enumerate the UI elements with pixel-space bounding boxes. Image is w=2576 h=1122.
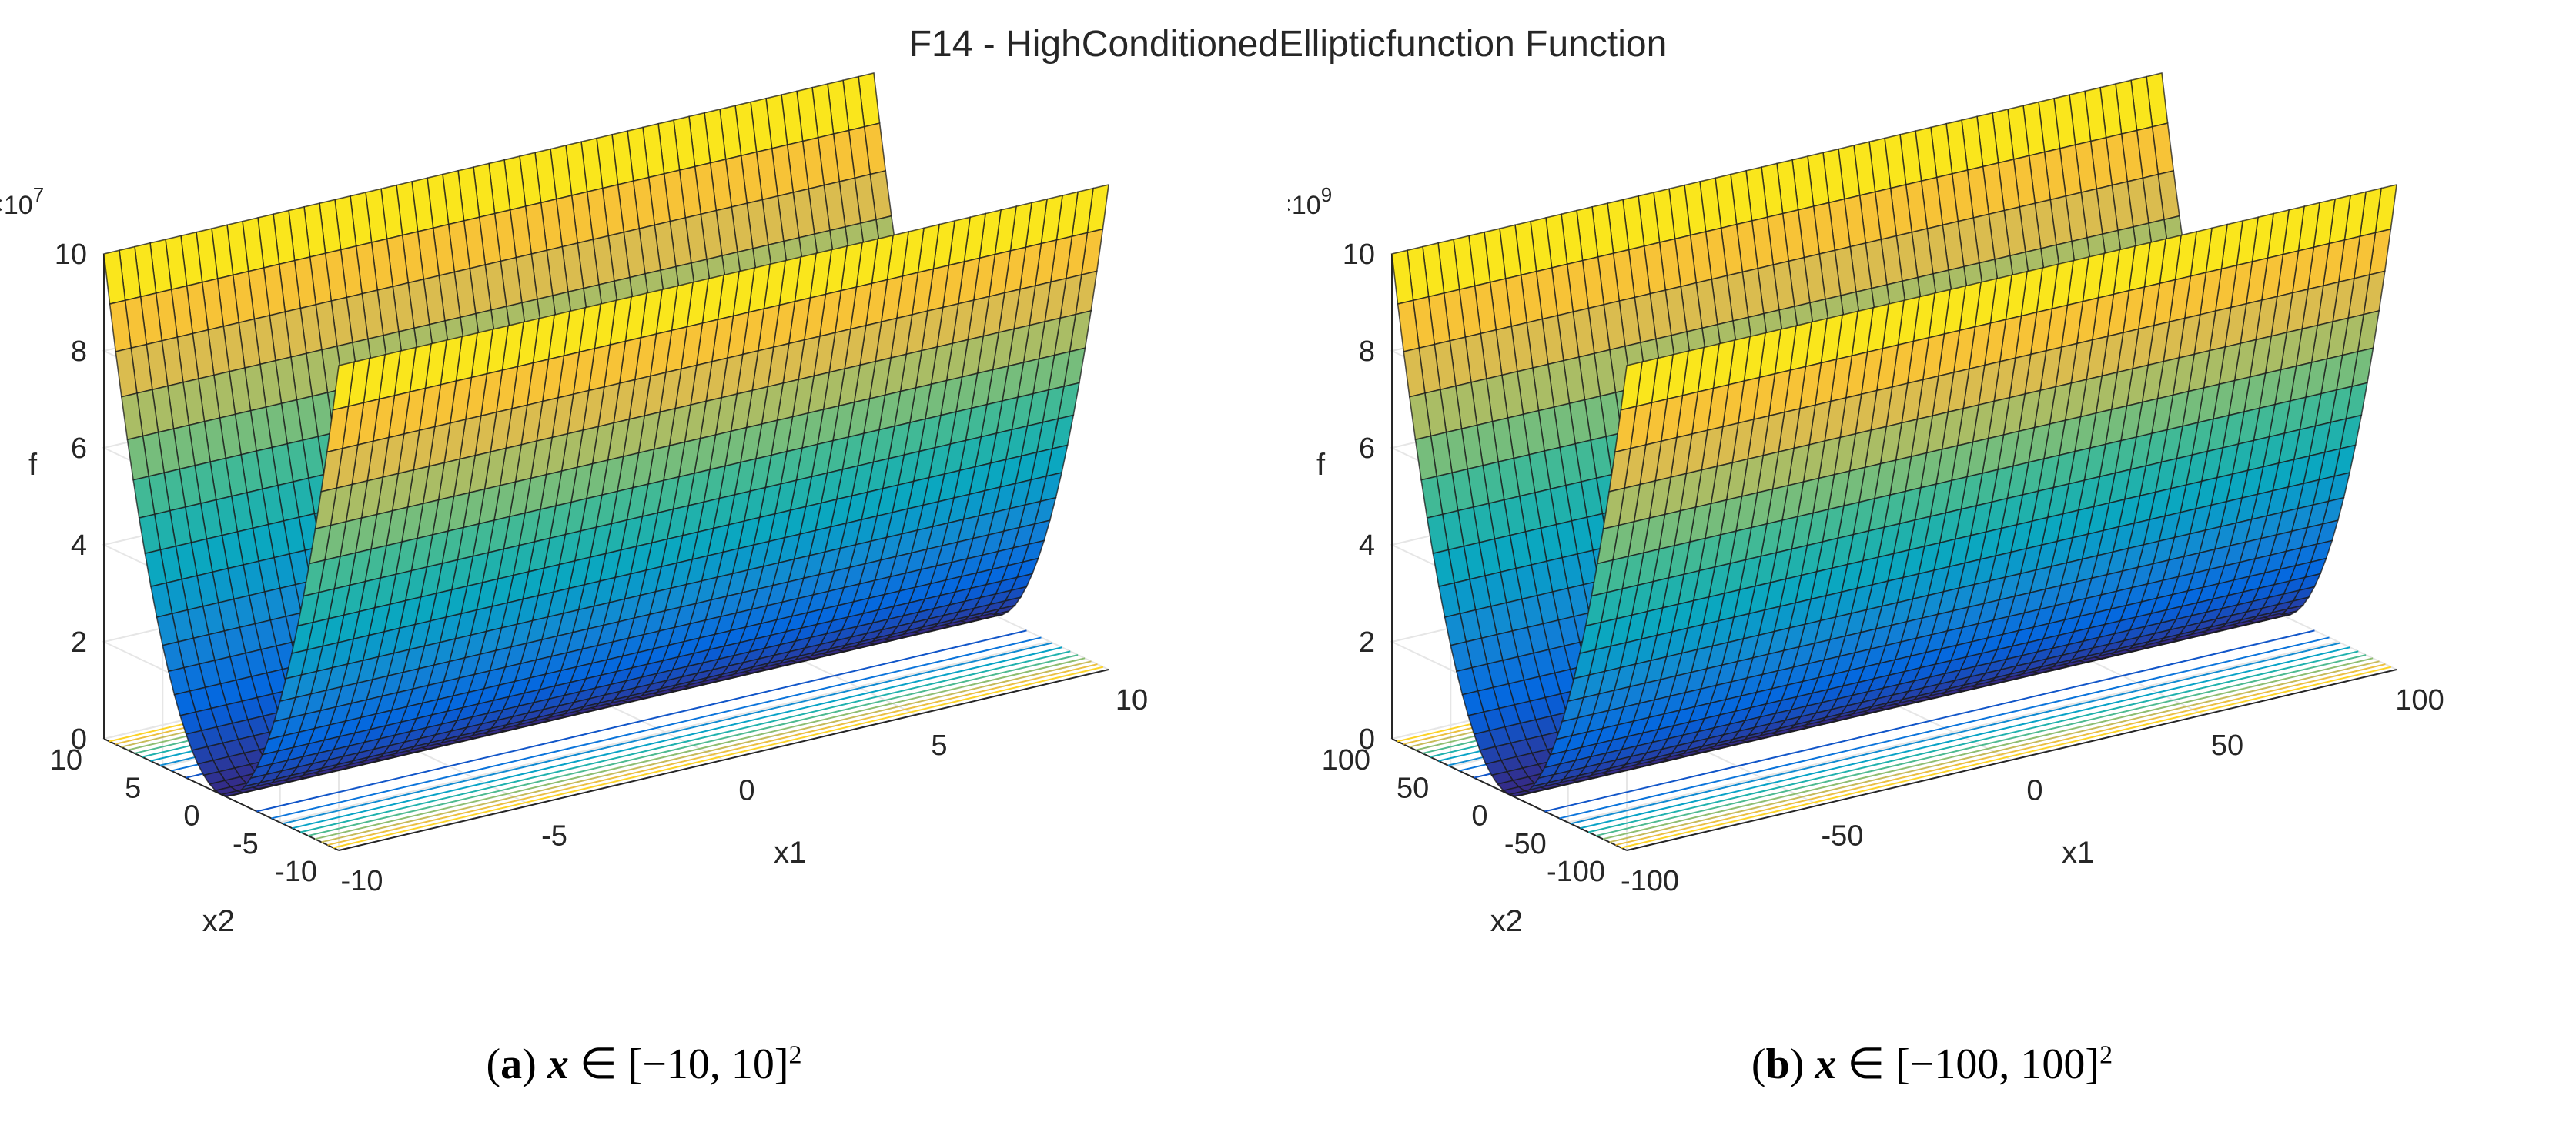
- caption-b-label: b: [1765, 1040, 1790, 1088]
- y-tick-label: 100: [1322, 744, 1370, 776]
- x-tick-label: 0: [738, 775, 754, 807]
- contour-line: [333, 666, 1104, 849]
- axes-b: 0246810-100-50050100-100-50050100fx1x2×1…: [1288, 72, 2444, 938]
- y-tick-label: -50: [1504, 828, 1547, 860]
- y-tick-label: 10: [50, 744, 82, 776]
- z-tick-label: 0: [1359, 723, 1375, 756]
- caption-a-label: a: [500, 1040, 523, 1088]
- z-tick-label: 8: [1359, 336, 1375, 368]
- y-tick-label: 0: [1471, 800, 1487, 833]
- z-tick-label: 0: [71, 723, 87, 756]
- x-axis-line: [338, 669, 1109, 851]
- contour-line: [271, 636, 1042, 820]
- y-tick-label: -100: [1547, 856, 1605, 888]
- y-tick-label: 50: [1397, 772, 1429, 804]
- caption-a: (a) x ∈ [−10, 10]2: [486, 1040, 802, 1088]
- contour-line: [1580, 646, 2350, 830]
- z-tick-label: 10: [1343, 239, 1375, 271]
- x-tick-label: 0: [2026, 775, 2042, 807]
- caption-a-var: x: [547, 1040, 569, 1088]
- figure-title: F14 - HighConditionedEllipticfunction Fu…: [908, 24, 1668, 65]
- caption-a-sup: 2: [788, 1040, 802, 1070]
- contour-line: [1544, 629, 2315, 813]
- z-axis-label: f: [28, 448, 38, 482]
- x-tick-label: -100: [1621, 865, 1679, 897]
- contour-line: [1602, 657, 2374, 840]
- contour-line: [314, 657, 1086, 840]
- contour-line: [1588, 650, 2359, 833]
- contour-line: [300, 650, 1071, 833]
- contour-line: [1559, 636, 2330, 820]
- contour-line: [327, 663, 1098, 847]
- contour-line: [1595, 654, 2367, 837]
- contour-line: [1570, 642, 2341, 825]
- surface-patch: [1509, 790, 1531, 797]
- contour-line: [1615, 663, 2386, 847]
- surface-plot-a: 0 2 4 6 8 10 -10 -5 0 5 10 -10 -5 0 5 10 f x1 x2 ×107: [0, 72, 1148, 938]
- y-axis-label: x2: [202, 904, 235, 938]
- z-tick-label: 6: [71, 432, 87, 465]
- z-tick-label: 8: [71, 336, 87, 368]
- x-tick-label: -5: [541, 820, 567, 852]
- x-tick-label: 10: [1116, 684, 1148, 716]
- z-tick-label: 10: [55, 239, 87, 271]
- contour-line: [292, 646, 1062, 830]
- y-tick-label: -5: [233, 828, 259, 860]
- surface-patch: [221, 790, 243, 797]
- z-exponent: ×109: [1288, 183, 1332, 220]
- contour-line: [1609, 660, 2380, 843]
- x-tick-label: -50: [1822, 820, 1864, 852]
- z-tick-label: 4: [71, 529, 87, 562]
- x-tick-label: -10: [341, 865, 383, 897]
- z-tick-label: 6: [1359, 432, 1375, 465]
- x-axis-label: x1: [2062, 836, 2094, 870]
- contour-line: [307, 654, 1079, 837]
- z-tick-label: 4: [1359, 529, 1375, 562]
- x-axis-line: [1626, 669, 2397, 851]
- caption-a-domain: ∈ [−10, 10]: [568, 1040, 789, 1088]
- y-tick-label: -10: [275, 856, 317, 888]
- z-tick-label: 2: [71, 626, 87, 659]
- x-axis-label: x1: [774, 836, 806, 870]
- y-tick-label: 0: [183, 800, 199, 833]
- x-tick-label: 50: [2211, 730, 2243, 762]
- z-axis-label: f: [1316, 448, 1326, 482]
- x-tick-label: 100: [2395, 684, 2444, 716]
- y-tick-label: 5: [125, 772, 141, 804]
- caption-b-domain: ∈ [−100, 100]: [1836, 1040, 2100, 1088]
- caption-b: (b) x ∈ [−100, 100]2: [1751, 1040, 2113, 1088]
- z-exponent: ×107: [0, 183, 44, 220]
- ticks-a: 0 2 4 6 8 10 -10 -5 0 5 10 -10 -5 0 5 10: [50, 239, 1148, 897]
- surface-b: [1391, 72, 2397, 797]
- x-tick-label: 5: [931, 730, 947, 762]
- caption-b-sup: 2: [2099, 1040, 2113, 1070]
- axes-a: 0 2 4 6 8 10 -10 -5 0 5 10 -10 -5 0 5 10 f x1 x2 ×107: [0, 72, 1148, 938]
- surface-a: [103, 72, 1109, 797]
- contour-line: [1621, 666, 2392, 849]
- z-tick-label: 2: [1359, 626, 1375, 659]
- contour-line: [321, 660, 1092, 843]
- caption-b-var: x: [1815, 1040, 1837, 1088]
- subplot-b: 0246810-100-50050100-100-50050100fx1x2×1…: [1288, 0, 2576, 1122]
- contour-line: [282, 642, 1053, 825]
- y-axis-label: x2: [1490, 904, 1523, 938]
- contour-line: [256, 629, 1027, 813]
- surface-plot-b: 0246810-100-50050100-100-50050100fx1x2×1…: [1288, 72, 2444, 938]
